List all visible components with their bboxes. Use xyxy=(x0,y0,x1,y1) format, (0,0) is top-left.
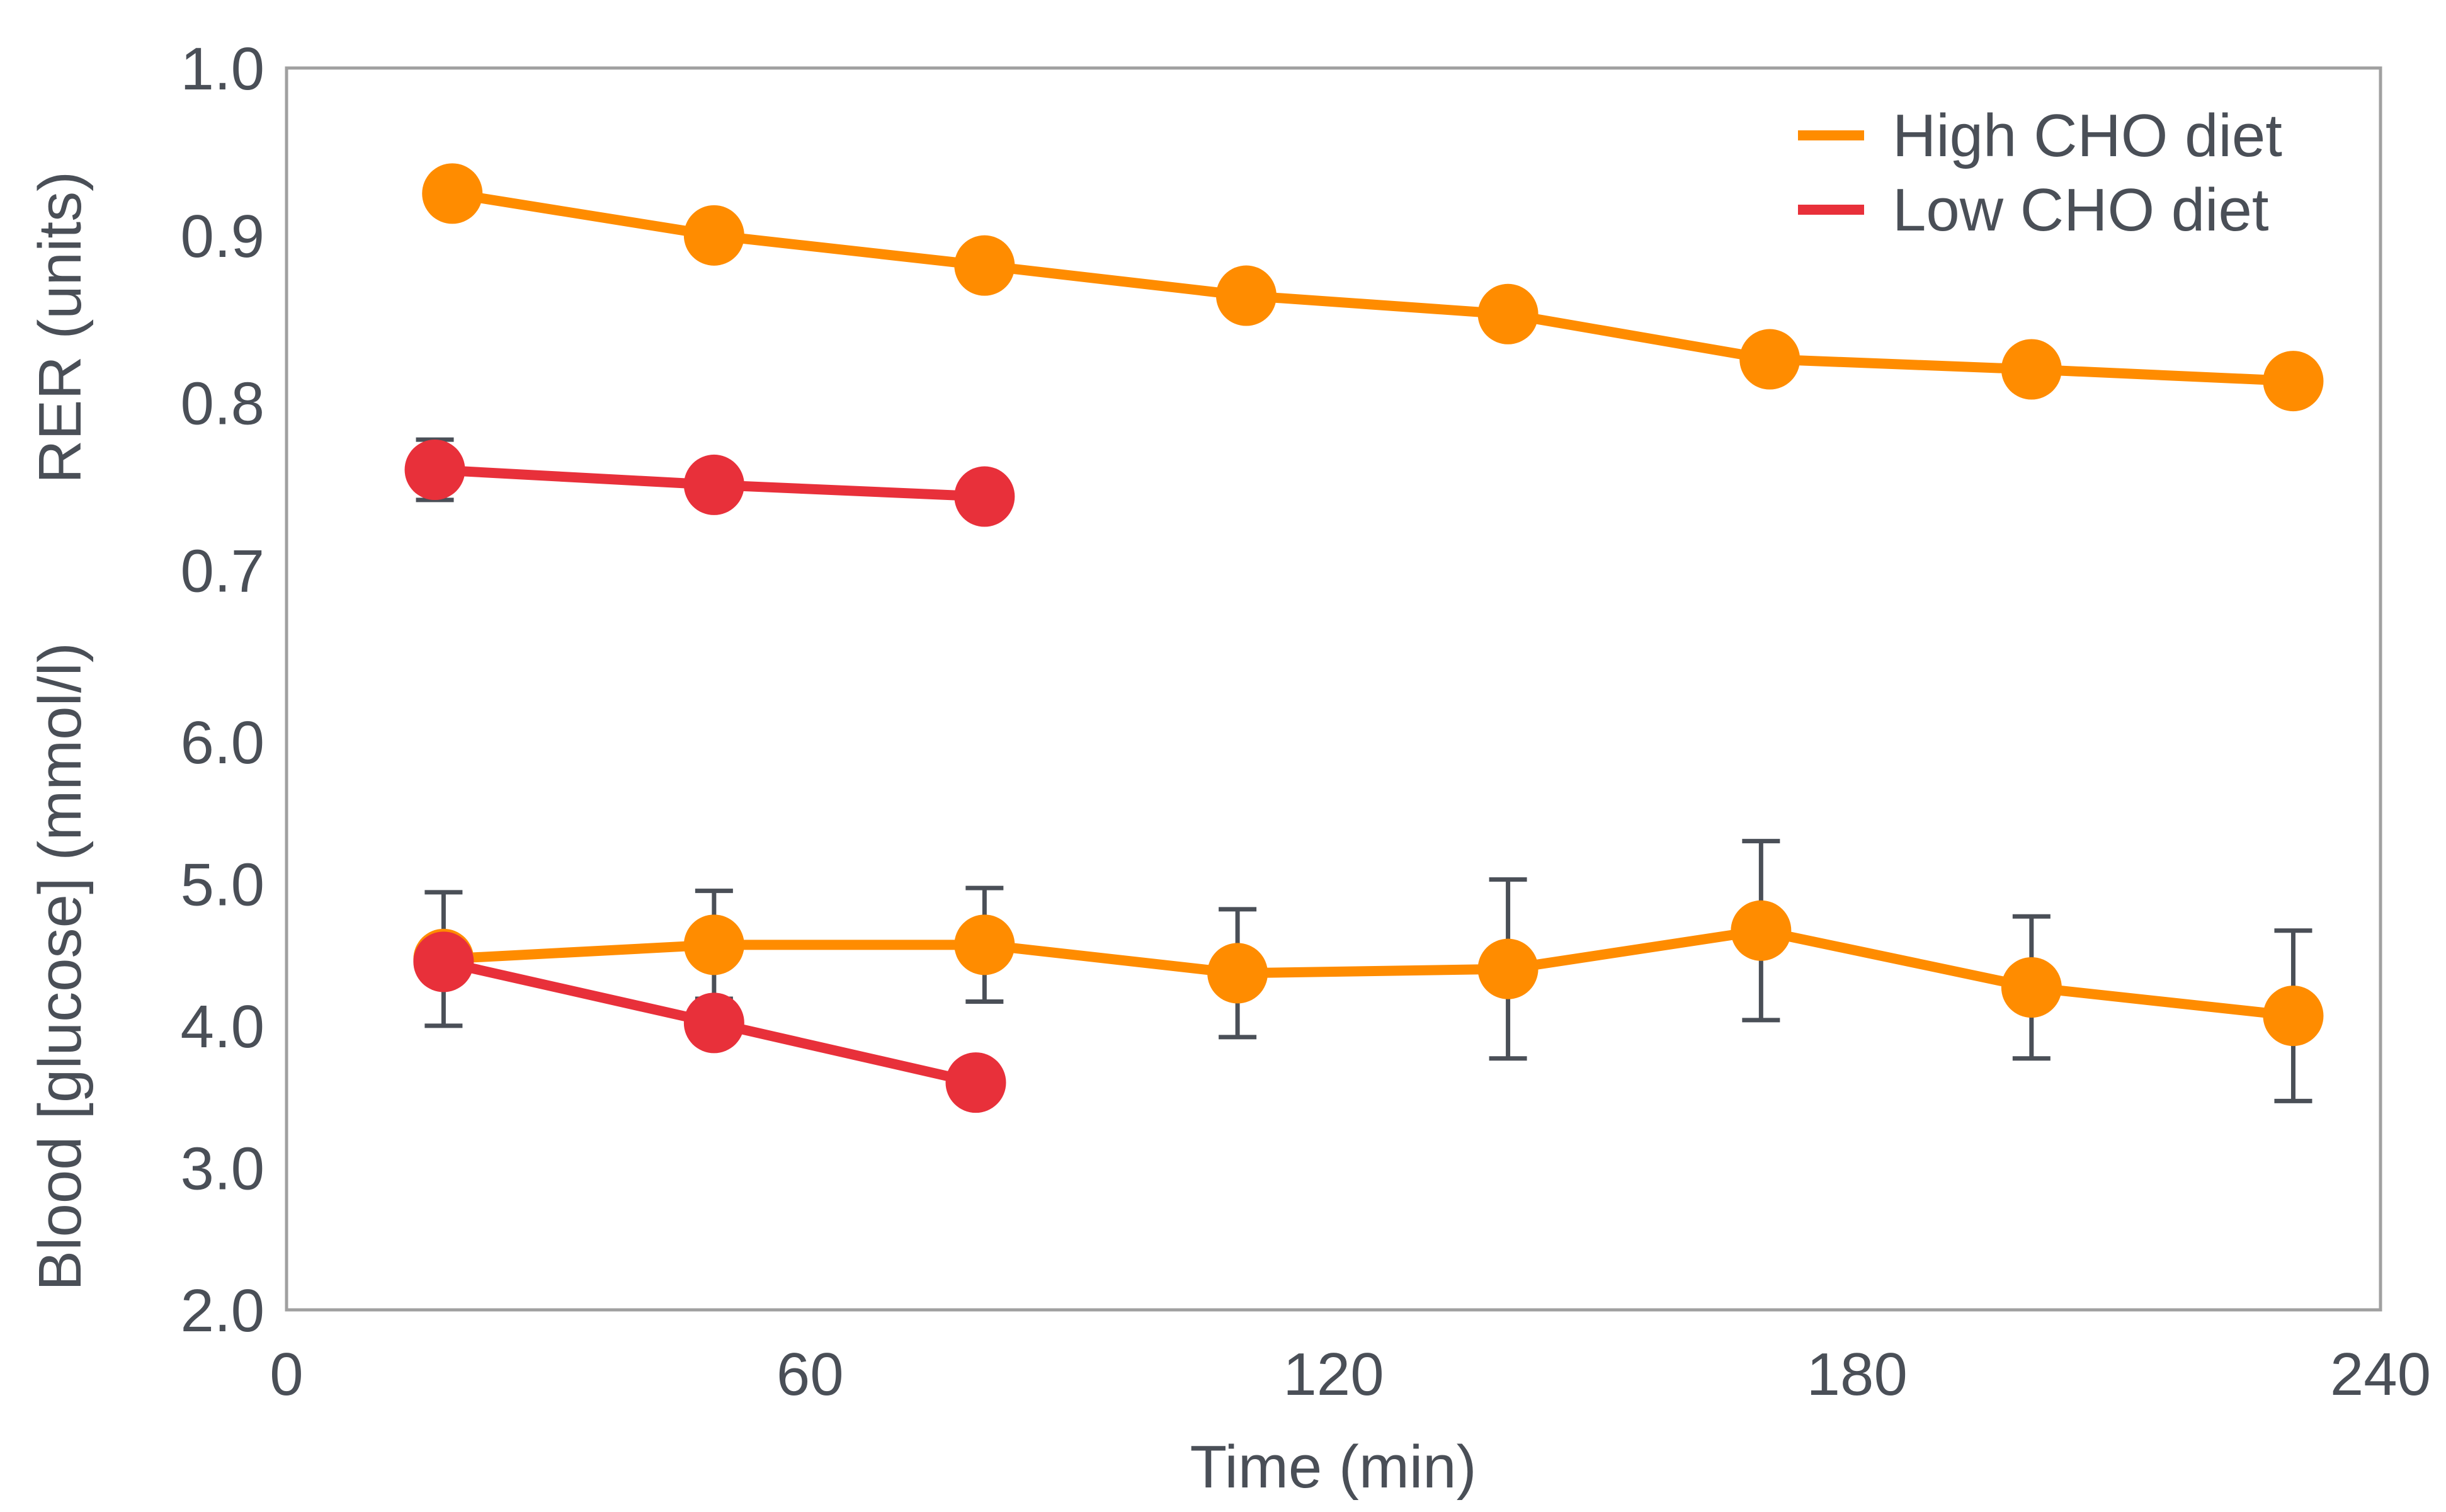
y-tick-label: 4.0 xyxy=(181,993,265,1060)
x-tick-label: 180 xyxy=(1807,1341,1908,1408)
x-axis-title: Time (min) xyxy=(1190,1433,1476,1501)
data-point-low-cho-diet xyxy=(683,454,744,515)
y-tick-label: 3.0 xyxy=(181,1135,265,1202)
data-point-high-cho-diet xyxy=(2001,957,2062,1018)
y-tick-label: 5.0 xyxy=(181,851,265,918)
y-tick-label: 0.7 xyxy=(181,538,265,605)
x-tick-label: 120 xyxy=(1283,1341,1384,1408)
data-point-high-cho-diet xyxy=(954,235,1015,296)
data-point-high-cho-diet xyxy=(683,914,744,975)
x-tick-label: 240 xyxy=(2330,1341,2431,1408)
y-axis-title-rer: RER (units) xyxy=(26,171,94,484)
data-point-high-cho-diet xyxy=(2263,986,2324,1047)
legend-label-high-cho: High CHO diet xyxy=(1892,102,2282,169)
data-point-high-cho-diet xyxy=(1207,943,1268,1004)
data-point-low-cho-diet xyxy=(404,440,465,500)
data-point-high-cho-diet xyxy=(422,163,483,224)
data-point-high-cho-diet xyxy=(1739,329,1800,390)
series-line-high-cho-diet xyxy=(451,188,2294,387)
data-point-high-cho-diet xyxy=(954,914,1015,975)
series-line-high-cho-diet xyxy=(443,925,2294,1021)
legend: High CHO diet Low CHO diet xyxy=(1798,102,2282,244)
data-point-high-cho-diet xyxy=(1477,938,1539,999)
data-point-low-cho-diet xyxy=(945,1052,1006,1113)
data-point-high-cho-diet xyxy=(1731,900,1792,961)
data-point-high-cho-diet xyxy=(683,205,744,266)
plot-frame xyxy=(285,66,2382,1312)
x-tick-label: 0 xyxy=(270,1341,303,1408)
data-point-high-cho-diet xyxy=(2263,351,2324,412)
y-tick-label: 0.9 xyxy=(181,203,265,270)
data-point-high-cho-diet xyxy=(1215,265,1277,326)
y-axis-title-glucose: Blood [glucose] (mmol/l) xyxy=(26,642,94,1291)
data-point-low-cho-diet xyxy=(683,992,744,1054)
y-tick-label: 1.0 xyxy=(181,35,265,103)
data-point-low-cho-diet xyxy=(954,466,1015,527)
legend-label-low-cho: Low CHO diet xyxy=(1892,176,2269,244)
x-tick-label: 60 xyxy=(776,1341,844,1408)
data-point-low-cho-diet xyxy=(413,931,474,992)
y-tick-label: 6.0 xyxy=(181,709,265,776)
y-tick-label: 0.8 xyxy=(181,370,265,438)
data-point-high-cho-diet xyxy=(1477,283,1539,344)
y-tick-label: 2.0 xyxy=(181,1277,265,1344)
data-point-high-cho-diet xyxy=(2001,339,2062,400)
